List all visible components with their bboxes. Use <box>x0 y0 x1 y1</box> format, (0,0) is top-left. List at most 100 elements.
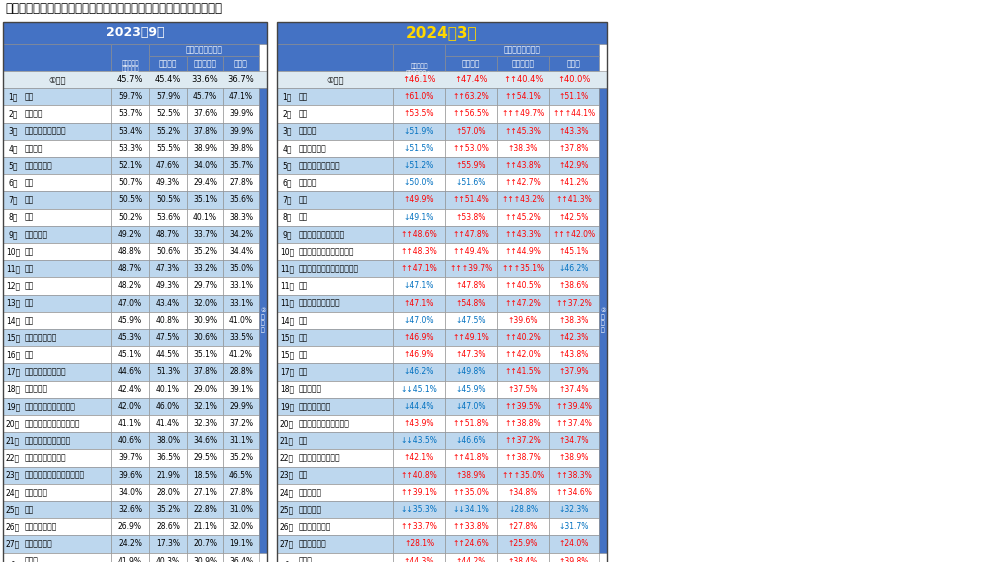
Bar <box>497 209 549 226</box>
Bar <box>187 278 223 294</box>
Text: 27位: 27位 <box>6 540 20 549</box>
Bar <box>3 312 111 329</box>
Bar <box>393 518 445 536</box>
Bar <box>223 140 259 157</box>
Text: 21.9%: 21.9% <box>156 471 180 480</box>
Text: 57.9%: 57.9% <box>156 92 180 101</box>
Text: 46.5%: 46.5% <box>229 471 253 480</box>
Bar <box>277 312 393 329</box>
Text: 卸売: 卸売 <box>299 316 308 325</box>
Text: ↑↑49.1%: ↑↑49.1% <box>453 333 489 342</box>
Text: コスト増に
対する転嫁率※: コスト増に 対する転嫁率※ <box>406 64 432 75</box>
Text: 36.5%: 36.5% <box>156 454 180 463</box>
Bar <box>277 552 393 562</box>
Bar <box>111 432 149 450</box>
Text: 53.3%: 53.3% <box>118 144 142 153</box>
Text: 電気・ガス・熱供給・水道: 電気・ガス・熱供給・水道 <box>299 247 354 256</box>
Text: ↑↑39.4%: ↑↑39.4% <box>556 402 592 411</box>
Bar <box>445 88 497 106</box>
Text: 22.8%: 22.8% <box>193 505 217 514</box>
Bar <box>445 123 497 140</box>
Text: 32.0%: 32.0% <box>229 522 253 531</box>
Text: ↑42.9%: ↑42.9% <box>559 161 589 170</box>
Bar <box>111 466 149 484</box>
Text: ↑53.5%: ↑53.5% <box>404 110 434 119</box>
Bar <box>111 380 149 398</box>
Bar <box>277 380 393 398</box>
Text: 広告: 広告 <box>25 316 34 325</box>
Bar <box>149 501 187 518</box>
Bar <box>3 260 111 278</box>
Bar <box>497 226 549 243</box>
Bar <box>223 501 259 518</box>
Bar <box>149 536 187 552</box>
Text: 金属: 金属 <box>25 247 34 256</box>
Bar <box>223 536 259 552</box>
Text: 建設: 建設 <box>299 350 308 359</box>
Text: 33.6%: 33.6% <box>192 75 218 84</box>
Text: 15位: 15位 <box>6 333 20 342</box>
Bar <box>549 466 599 484</box>
Bar <box>393 278 445 294</box>
Text: ①全体: ①全体 <box>326 75 344 84</box>
Text: 18位: 18位 <box>280 385 294 394</box>
Bar <box>497 536 549 552</box>
Text: 石油製品・石炭製品製造: 石油製品・石炭製品製造 <box>299 419 350 428</box>
Text: ↑38.4%: ↑38.4% <box>508 557 538 562</box>
Bar <box>3 552 111 562</box>
Text: 石油製品・石炭製品製造: 石油製品・石炭製品製造 <box>25 402 76 411</box>
Bar <box>111 536 149 552</box>
Bar <box>111 123 149 140</box>
Bar <box>445 260 497 278</box>
Bar <box>187 260 223 278</box>
Text: ↑↑39.1%: ↑↑39.1% <box>401 488 437 497</box>
Bar <box>393 346 445 364</box>
Bar <box>149 398 187 415</box>
Text: ↑46.9%: ↑46.9% <box>404 350 434 359</box>
Bar <box>393 536 445 552</box>
Text: ↑↑37.2%: ↑↑37.2% <box>556 298 592 308</box>
Bar <box>277 71 607 88</box>
Text: 6位: 6位 <box>282 178 292 187</box>
Text: 製薬: 製薬 <box>299 110 308 119</box>
Bar <box>111 312 149 329</box>
Bar <box>149 380 187 398</box>
Bar <box>111 243 149 260</box>
Text: ↓28.8%: ↓28.8% <box>508 505 538 514</box>
Text: ↓31.7%: ↓31.7% <box>559 522 589 531</box>
Text: 35.2%: 35.2% <box>193 247 217 256</box>
Bar <box>549 450 599 466</box>
Text: 39.8%: 39.8% <box>229 144 253 153</box>
Bar <box>549 398 599 415</box>
Text: ↓46.6%: ↓46.6% <box>456 436 486 445</box>
Bar <box>549 260 599 278</box>
Text: 33.1%: 33.1% <box>229 282 253 291</box>
Bar <box>445 466 497 484</box>
Text: 金属: 金属 <box>299 368 308 377</box>
Text: 14位: 14位 <box>6 316 20 325</box>
Text: ↑27.8%: ↑27.8% <box>508 522 538 531</box>
Text: 化学: 化学 <box>25 92 34 101</box>
Bar <box>497 157 549 174</box>
Text: 53.7%: 53.7% <box>118 110 142 119</box>
Text: ↑↑41.8%: ↑↑41.8% <box>453 454 489 463</box>
Text: 13位: 13位 <box>6 298 20 308</box>
Text: ①全体: ①全体 <box>48 75 66 84</box>
Bar <box>149 56 187 71</box>
Bar <box>187 398 223 415</box>
Bar <box>277 44 393 71</box>
Text: 44.6%: 44.6% <box>118 368 142 377</box>
Text: 40.1%: 40.1% <box>193 212 217 221</box>
Text: 45.9%: 45.9% <box>118 316 142 325</box>
Text: 38.3%: 38.3% <box>229 212 253 221</box>
Bar <box>445 278 497 294</box>
Bar <box>223 364 259 380</box>
Text: ↑↑45.3%: ↑↑45.3% <box>505 126 541 135</box>
Text: ↑43.9%: ↑43.9% <box>404 419 434 428</box>
Text: 11位: 11位 <box>280 298 294 308</box>
Text: 45.7%: 45.7% <box>117 75 143 84</box>
Bar <box>277 432 393 450</box>
Text: 7位: 7位 <box>282 196 292 205</box>
Text: ↓44.4%: ↓44.4% <box>404 402 434 411</box>
Text: 48.2%: 48.2% <box>118 282 142 291</box>
